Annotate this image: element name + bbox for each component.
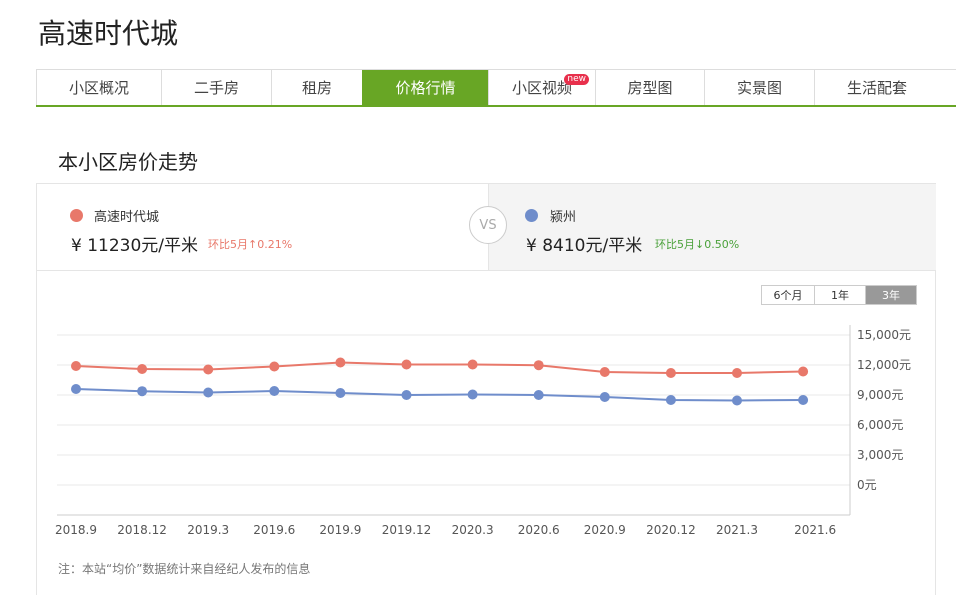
tab-bar: 小区概况 二手房 租房 价格行情 小区视频 new 房型图 实景图 生活配套 <box>36 69 956 107</box>
data-point <box>203 387 214 398</box>
tab-label: 二手房 <box>193 79 239 97</box>
y-tick-label: 6,000元 <box>857 418 903 432</box>
data-point <box>401 390 412 400</box>
y-tick-label: 3,000元 <box>857 448 903 462</box>
page-title: 高速时代城 <box>38 17 179 50</box>
community-summary: 高速时代城 ¥ 11230元/平米 环比5月↑0.21% <box>37 184 488 270</box>
comparison-header: 高速时代城 ¥ 11230元/平米 环比5月↑0.21% 颍州 ¥ 8410元/… <box>37 184 936 271</box>
x-tick-label: 2020.12 <box>646 523 696 537</box>
x-tick-label: 2020.9 <box>584 523 626 537</box>
y-tick-label: 0元 <box>857 478 877 492</box>
tab-6[interactable]: 实景图 <box>704 70 814 105</box>
data-point <box>71 384 81 394</box>
community-price: ¥ 11230元/平米 <box>71 236 199 256</box>
x-tick-label: 2019.12 <box>382 523 432 537</box>
x-tick-label: 2019.9 <box>319 523 361 537</box>
data-point <box>533 390 544 400</box>
data-point <box>335 357 346 368</box>
series-line-0 <box>75 361 804 374</box>
y-tick-label: 9,000元 <box>857 388 903 402</box>
data-point <box>467 359 478 370</box>
district-price: ¥ 8410元/平米 <box>526 236 643 256</box>
footnote: 注：本站“均价”数据统计来自经纪人发布的信息 <box>58 562 311 576</box>
x-tick-label: 2019.6 <box>253 523 295 537</box>
data-point <box>467 389 478 400</box>
tab-label: 房型图 <box>627 79 673 97</box>
tab-7[interactable]: 生活配套 <box>814 70 939 105</box>
district-name: 颍州 <box>550 210 577 225</box>
data-point <box>665 395 676 405</box>
tab-label: 生活配套 <box>846 79 907 97</box>
data-point <box>798 395 809 405</box>
data-point <box>137 364 148 374</box>
data-point <box>533 360 544 371</box>
district-summary: 颍州 ¥ 8410元/平米 环比5月↓0.50% <box>488 184 936 270</box>
tab-4[interactable]: 小区视频 new <box>488 70 595 105</box>
range-button-0[interactable]: 6个月 <box>762 286 814 304</box>
community-legend-dot <box>70 209 83 222</box>
data-point <box>732 368 742 378</box>
data-point <box>203 364 214 375</box>
tab-label: 实景图 <box>736 79 782 97</box>
data-point <box>798 366 809 377</box>
y-tick-label: 15,000元 <box>857 328 911 342</box>
community-change: 环比5月↑0.21% <box>208 238 293 251</box>
tab-5[interactable]: 房型图 <box>595 70 704 105</box>
district-legend-dot <box>525 209 538 222</box>
vs-badge: VS <box>469 206 507 244</box>
series-line-1 <box>75 388 804 402</box>
range-selector: 6个月 1年 3年 <box>761 285 917 305</box>
district-change: 环比5月↓0.50% <box>655 238 740 251</box>
x-tick-label: 2021.3 <box>716 523 758 537</box>
data-point <box>599 367 610 377</box>
range-button-2[interactable]: 3年 <box>865 286 916 304</box>
data-point <box>335 388 346 398</box>
data-point <box>71 361 81 371</box>
x-tick-label: 2018.12 <box>117 523 167 537</box>
community-name: 高速时代城 <box>94 210 160 225</box>
y-tick-label: 12,000元 <box>857 358 911 372</box>
tab-label: 小区视频 <box>511 79 572 97</box>
data-point <box>401 359 412 370</box>
x-tick-label: 2019.3 <box>187 523 229 537</box>
x-tick-label: 2020.6 <box>518 523 560 537</box>
tab-0[interactable]: 小区概况 <box>36 70 161 105</box>
data-point <box>599 392 610 402</box>
x-tick-label: 2021.6 <box>794 523 836 537</box>
price-trend-panel: 高速时代城 ¥ 11230元/平米 环比5月↑0.21% 颍州 ¥ 8410元/… <box>36 183 936 595</box>
tab-label: 价格行情 <box>395 79 456 97</box>
tab-3[interactable]: 价格行情 <box>362 70 488 105</box>
range-button-1[interactable]: 1年 <box>814 286 865 304</box>
data-point <box>269 386 280 396</box>
new-badge: new <box>564 74 589 85</box>
tab-2[interactable]: 租房 <box>271 70 362 105</box>
tab-label: 小区概况 <box>68 79 129 97</box>
tab-1[interactable]: 二手房 <box>161 70 271 105</box>
price-trend-chart: 15,000元 12,000元 9,000元 6,000元 3,000元 0元 2018.9… <box>55 325 911 537</box>
tab-label: 租房 <box>301 79 332 97</box>
data-point <box>732 395 742 406</box>
section-title: 本小区房价走势 <box>58 150 198 174</box>
data-point <box>269 361 280 372</box>
data-point <box>665 368 676 378</box>
x-tick-label: 2018.9 <box>55 523 97 537</box>
x-tick-label: 2020.3 <box>452 523 494 537</box>
data-point <box>137 386 148 397</box>
